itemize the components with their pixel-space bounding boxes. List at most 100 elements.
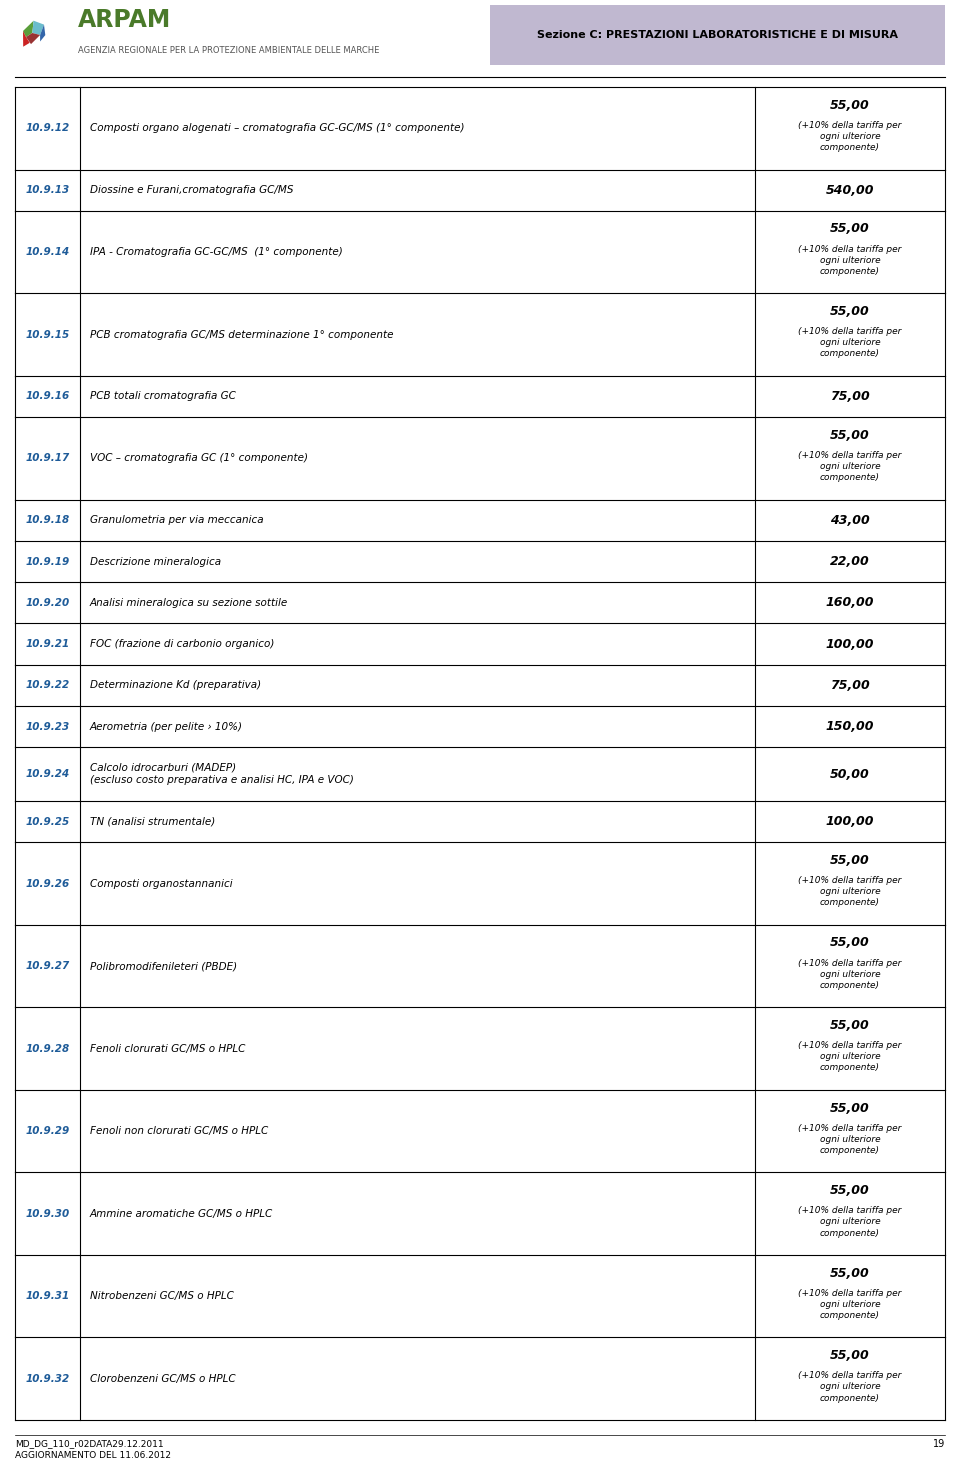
Text: 10.9.14: 10.9.14 <box>25 246 70 257</box>
Text: 10.9.27: 10.9.27 <box>25 962 70 971</box>
Text: 10.9.13: 10.9.13 <box>25 186 70 195</box>
Text: ARPAM: ARPAM <box>78 7 171 31</box>
Polygon shape <box>23 21 34 37</box>
Text: 55,00: 55,00 <box>830 305 870 319</box>
Text: 50,00: 50,00 <box>830 767 870 780</box>
Text: (+10% della tariffa per
ogni ulteriore
componente): (+10% della tariffa per ogni ulteriore c… <box>799 876 901 907</box>
Text: Determinazione Kd (preparativa): Determinazione Kd (preparativa) <box>90 680 261 690</box>
Bar <box>15 500 945 541</box>
Text: 10.9.22: 10.9.22 <box>25 680 70 690</box>
Text: Nitrobenzeni GC/MS o HPLC: Nitrobenzeni GC/MS o HPLC <box>90 1291 234 1301</box>
Text: 43,00: 43,00 <box>830 513 870 527</box>
Bar <box>15 665 945 707</box>
Text: Granulometria per via meccanica: Granulometria per via meccanica <box>90 515 264 525</box>
Text: 100,00: 100,00 <box>826 816 875 827</box>
Text: 10.9.24: 10.9.24 <box>25 768 70 779</box>
Bar <box>15 1090 945 1173</box>
Text: PCB totali cromatografia GC: PCB totali cromatografia GC <box>90 391 236 401</box>
Text: 10.9.20: 10.9.20 <box>25 597 70 608</box>
Text: 10.9.17: 10.9.17 <box>25 453 70 463</box>
Text: 55,00: 55,00 <box>830 1184 870 1198</box>
Bar <box>490 4 945 65</box>
Text: 22,00: 22,00 <box>830 555 870 568</box>
Text: 10.9.26: 10.9.26 <box>25 879 70 888</box>
Bar <box>15 1007 945 1090</box>
Bar <box>15 294 945 376</box>
Text: (+10% della tariffa per
ogni ulteriore
componente): (+10% della tariffa per ogni ulteriore c… <box>799 1207 901 1238</box>
Text: 10.9.21: 10.9.21 <box>25 639 70 649</box>
Text: Aerometria (per pelite › 10%): Aerometria (per pelite › 10%) <box>90 721 243 732</box>
Bar <box>15 1255 945 1338</box>
Bar <box>15 170 945 211</box>
Bar <box>15 541 945 583</box>
Bar <box>15 842 945 925</box>
Text: 10.9.32: 10.9.32 <box>25 1373 70 1384</box>
Text: (+10% della tariffa per
ogni ulteriore
componente): (+10% della tariffa per ogni ulteriore c… <box>799 327 901 358</box>
Text: Polibromodifenileteri (PBDE): Polibromodifenileteri (PBDE) <box>90 962 237 971</box>
Text: 10.9.12: 10.9.12 <box>25 124 70 133</box>
Text: Sezione C: PRESTAZIONI LABORATORISTICHE E DI MISURA: Sezione C: PRESTAZIONI LABORATORISTICHE … <box>537 30 898 40</box>
Text: 55,00: 55,00 <box>830 99 870 112</box>
Text: 55,00: 55,00 <box>830 429 870 442</box>
Polygon shape <box>26 32 40 44</box>
Text: (+10% della tariffa per
ogni ulteriore
componente): (+10% della tariffa per ogni ulteriore c… <box>799 121 901 152</box>
Text: Clorobenzeni GC/MS o HPLC: Clorobenzeni GC/MS o HPLC <box>90 1373 235 1384</box>
Text: 55,00: 55,00 <box>830 1267 870 1280</box>
Text: 55,00: 55,00 <box>830 937 870 950</box>
Text: Composti organostannanici: Composti organostannanici <box>90 879 232 888</box>
Bar <box>15 925 945 1007</box>
Text: 540,00: 540,00 <box>826 184 875 196</box>
Text: TN (analisi strumentale): TN (analisi strumentale) <box>90 817 215 826</box>
Text: 160,00: 160,00 <box>826 596 875 609</box>
Text: 10.9.15: 10.9.15 <box>25 329 70 339</box>
Text: 10.9.23: 10.9.23 <box>25 721 70 732</box>
Bar <box>15 1173 945 1255</box>
Bar <box>15 417 945 500</box>
Text: 55,00: 55,00 <box>830 1019 870 1032</box>
Text: Diossine e Furani,cromatografia GC/MS: Diossine e Furani,cromatografia GC/MS <box>90 186 294 195</box>
Text: IPA - Cromatografia GC-GC/MS  (1° componente): IPA - Cromatografia GC-GC/MS (1° compone… <box>90 246 343 257</box>
Text: (+10% della tariffa per
ogni ulteriore
componente): (+10% della tariffa per ogni ulteriore c… <box>799 451 901 482</box>
Text: (+10% della tariffa per
ogni ulteriore
componente): (+10% della tariffa per ogni ulteriore c… <box>799 1041 901 1072</box>
Bar <box>0 0 960 69</box>
Text: 10.9.25: 10.9.25 <box>25 817 70 826</box>
Text: AGENZIA REGIONALE PER LA PROTEZIONE AMBIENTALE DELLE MARCHE: AGENZIA REGIONALE PER LA PROTEZIONE AMBI… <box>78 46 379 55</box>
Text: 10.9.16: 10.9.16 <box>25 391 70 401</box>
Text: (+10% della tariffa per
ogni ulteriore
componente): (+10% della tariffa per ogni ulteriore c… <box>799 959 901 990</box>
Text: 75,00: 75,00 <box>830 389 870 403</box>
Text: Fenoli clorurati GC/MS o HPLC: Fenoli clorurati GC/MS o HPLC <box>90 1044 246 1053</box>
Text: MD_DG_110_r02DATA29.12.2011: MD_DG_110_r02DATA29.12.2011 <box>15 1440 163 1448</box>
Text: Descrizione mineralogica: Descrizione mineralogica <box>90 556 221 566</box>
Text: 55,00: 55,00 <box>830 223 870 236</box>
Text: 75,00: 75,00 <box>830 678 870 692</box>
Text: 10.9.29: 10.9.29 <box>25 1125 70 1136</box>
Text: 55,00: 55,00 <box>830 1350 870 1361</box>
Text: 10.9.30: 10.9.30 <box>25 1208 70 1218</box>
Bar <box>15 583 945 624</box>
Text: Composti organo alogenati – cromatografia GC-GC/MS (1° componente): Composti organo alogenati – cromatografi… <box>90 124 465 133</box>
Bar <box>15 211 945 294</box>
Text: 55,00: 55,00 <box>830 1102 870 1115</box>
Text: 19: 19 <box>933 1440 945 1448</box>
Text: 10.9.18: 10.9.18 <box>25 515 70 525</box>
Bar <box>15 1338 945 1420</box>
Text: 55,00: 55,00 <box>830 854 870 867</box>
Text: PCB cromatografia GC/MS determinazione 1° componente: PCB cromatografia GC/MS determinazione 1… <box>90 329 394 339</box>
Polygon shape <box>23 31 30 47</box>
Bar <box>15 87 945 170</box>
Polygon shape <box>40 25 45 41</box>
Text: (+10% della tariffa per
ogni ulteriore
componente): (+10% della tariffa per ogni ulteriore c… <box>799 1372 901 1403</box>
Text: (+10% della tariffa per
ogni ulteriore
componente): (+10% della tariffa per ogni ulteriore c… <box>799 245 901 276</box>
Text: (+10% della tariffa per
ogni ulteriore
componente): (+10% della tariffa per ogni ulteriore c… <box>799 1124 901 1155</box>
Text: VOC – cromatografia GC (1° componente): VOC – cromatografia GC (1° componente) <box>90 453 308 463</box>
Text: 10.9.28: 10.9.28 <box>25 1044 70 1053</box>
Text: Ammine aromatiche GC/MS o HPLC: Ammine aromatiche GC/MS o HPLC <box>90 1208 274 1218</box>
Text: 100,00: 100,00 <box>826 637 875 650</box>
Text: Fenoli non clorurati GC/MS o HPLC: Fenoli non clorurati GC/MS o HPLC <box>90 1125 268 1136</box>
Polygon shape <box>33 21 44 35</box>
Bar <box>15 801 945 842</box>
Text: 10.9.19: 10.9.19 <box>25 556 70 566</box>
Bar <box>15 707 945 748</box>
Text: 150,00: 150,00 <box>826 720 875 733</box>
Text: (+10% della tariffa per
ogni ulteriore
componente): (+10% della tariffa per ogni ulteriore c… <box>799 1289 901 1320</box>
